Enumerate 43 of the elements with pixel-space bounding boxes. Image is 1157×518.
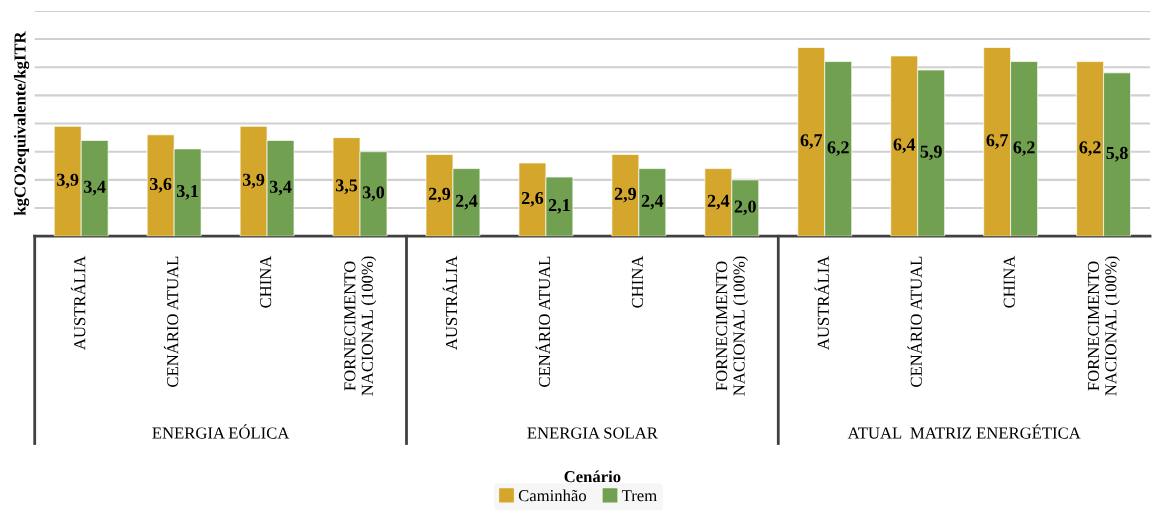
data-label: 2,4 (641, 194, 664, 210)
data-label: 3,1 (177, 184, 198, 200)
data-label: 5,9 (920, 145, 942, 161)
data-label: 6,2 (1013, 141, 1035, 157)
data-label: 3,9 (242, 173, 265, 189)
data-label: 2,6 (521, 191, 544, 207)
data-label: 2,4 (455, 194, 478, 210)
data-label: 5,8 (1106, 146, 1128, 162)
data-label: 3,4 (84, 180, 106, 196)
legend-label: Caminhão (518, 489, 587, 502)
x-tick-label: AUSTRÁLIA (442, 255, 458, 350)
data-label: 6,2 (827, 141, 849, 157)
x-tick-label: FORNECIMENTO NACIONAL (100%) (716, 256, 749, 396)
data-label: 3,6 (150, 177, 172, 193)
x-tick-label: FORNECIMENTO NACIONAL (100%) (344, 256, 377, 396)
data-label: 6,7 (800, 134, 823, 149)
data-label: 2,0 (734, 200, 756, 216)
data-label: 3,0 (362, 186, 385, 202)
x-axis-title: Cenário (564, 470, 621, 483)
x-tick-label: CHINA (1003, 255, 1015, 308)
data-label: 2,9 (428, 187, 451, 203)
x-tick-label: CENÁRIO ATUAL (907, 256, 922, 387)
data-label: 6,2 (1079, 141, 1101, 157)
data-label: 2,4 (707, 194, 730, 210)
text: ENERGIA SOLAR (527, 427, 658, 439)
data-label: 2,1 (548, 199, 570, 214)
x-tick-label: CHINA (260, 255, 272, 308)
data-label: 6,7 (986, 134, 1009, 149)
data-label: 3,5 (335, 179, 358, 195)
data-label: 3,9 (57, 173, 79, 189)
text: ATUAL MATRIZ ENERGÉTICA (847, 424, 1081, 439)
x-tick-label: FORNECIMENTO NACIONAL (100%) (1087, 256, 1120, 396)
x-tick-label: AUSTRÁLIA (70, 255, 86, 350)
legend-label: Trem (621, 490, 657, 502)
text: ENERGIA EÓLICA (152, 424, 290, 439)
x-tick-label: CENÁRIO ATUAL (163, 256, 179, 387)
x-tick-label: AUSTRÁLIA (814, 255, 829, 350)
data-label: 2,9 (614, 187, 637, 203)
data-label: 6,4 (893, 138, 916, 154)
x-tick-label: CENÁRIO ATUAL (535, 256, 551, 387)
x-tick-label: CHINA (631, 255, 644, 308)
data-label: 3,4 (269, 180, 292, 196)
y-axis-title: kgCO2equivalente/kgITR (13, 31, 30, 216)
